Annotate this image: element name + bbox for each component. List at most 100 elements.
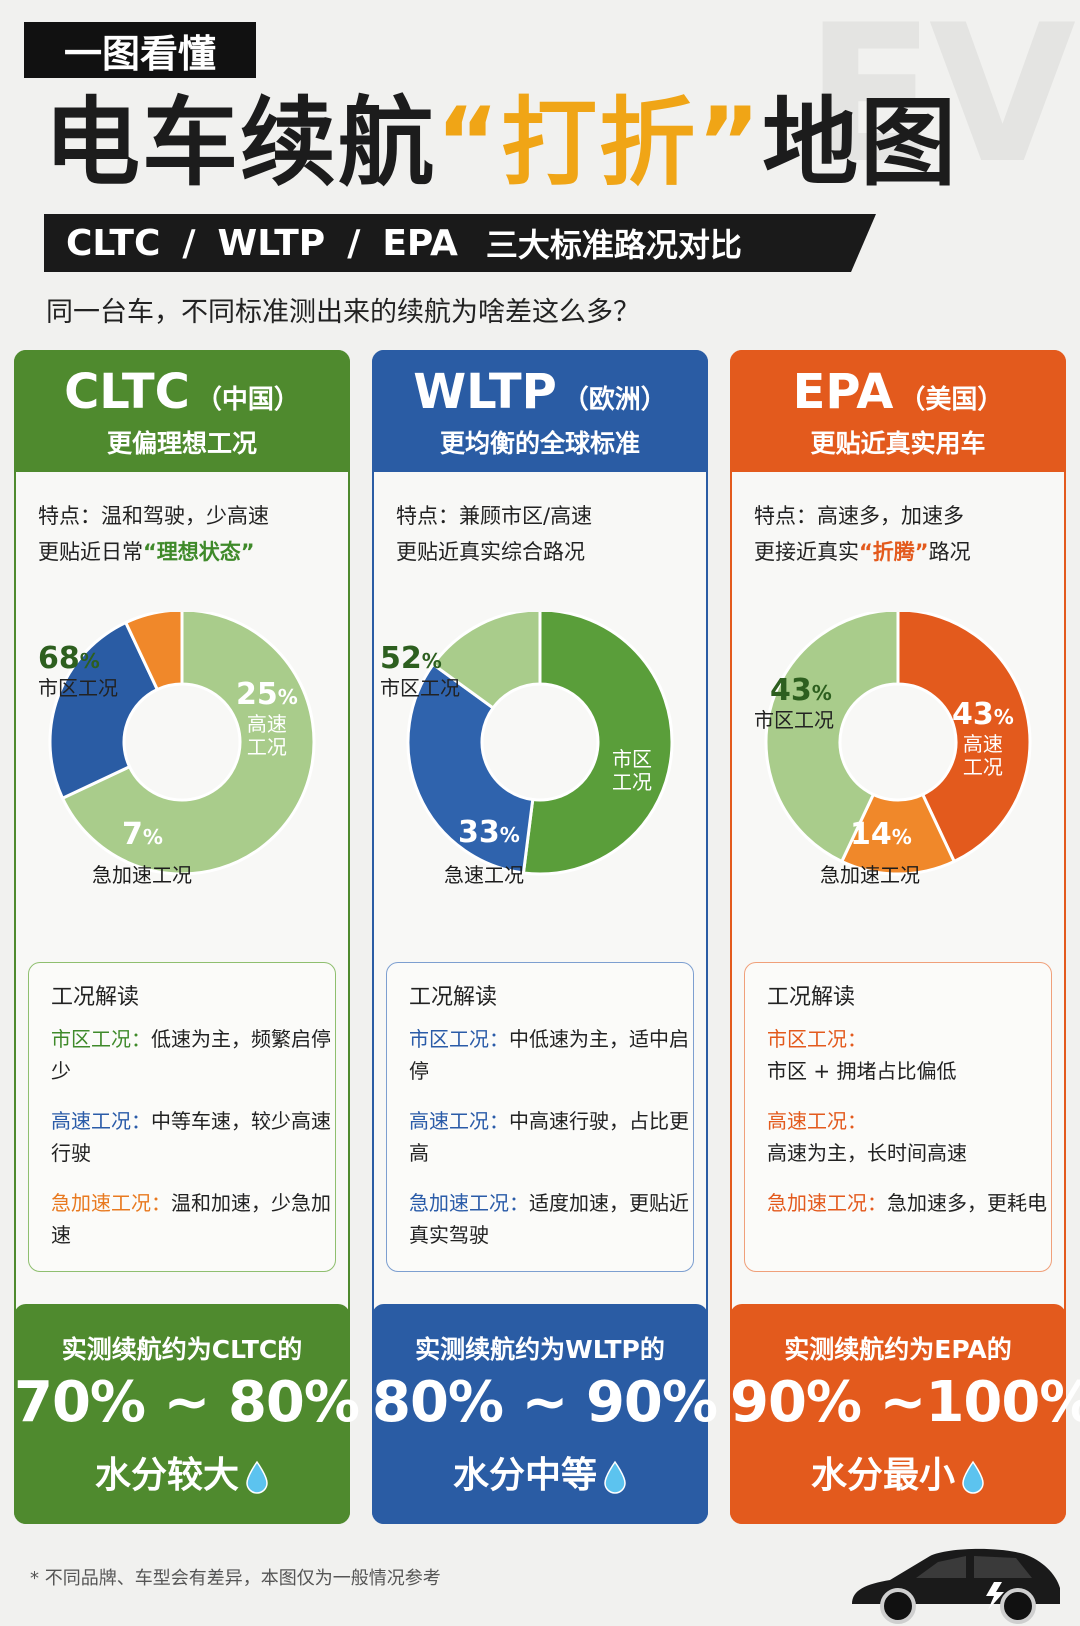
interpretation-value: 高速为主，长时间高速 [767, 1141, 967, 1165]
title-highlight: “打折” [436, 87, 763, 199]
interpretation-value: 温和加速，少急加速 [51, 1191, 331, 1247]
interpretation-box: 工况解读 市区工况： 市区 + 拥堵占比偏低 高速工况： 高速为主，长时间高速 急加… [744, 962, 1052, 1272]
feature-line-2: 更接近真实“折腾”路况 [754, 534, 971, 570]
donut-label: 43% 市区工况 [754, 673, 834, 732]
standard-subtitle: 更均衡的全球标准 [439, 429, 640, 458]
feature-line-2-prefix: 更接近真实 [754, 540, 859, 564]
standard-name: EPA （美国） [730, 364, 1066, 420]
standard-region: （中国） [195, 385, 300, 415]
donut-svg [48, 612, 316, 876]
feature-text: 特点：高速多，加速多 更接近真实“折腾”路况 [754, 498, 971, 570]
subtitle-separator: / [182, 222, 196, 264]
label-name: 市区工况 [380, 675, 460, 700]
subtitle-standard-2: WLTP [217, 222, 326, 264]
donut-slice-2 [123, 612, 184, 692]
donut-chart: 43% 市区工况 43% 高速工况 14% 急加速工况 [730, 612, 1066, 922]
interpretation-key: 高速工况： [767, 1109, 867, 1133]
interpretation-key: 市区工况： [767, 1027, 867, 1051]
donut-chart: 68% 市区工况 25% 高速工况 7% 急加速工况 [14, 612, 350, 922]
donut-label: 33% [458, 815, 520, 851]
donut-label: 68% 市区工况 [38, 641, 118, 700]
interpretation-item: 急加速工况：适度加速，更贴近真实驾驶 [409, 1187, 689, 1251]
donut-label: 7% [122, 817, 163, 853]
interpretation-key: 急加速工况： [51, 1191, 171, 1215]
donut-svg [406, 612, 674, 876]
interpretation-item: 高速工况：中高速行驶，占比更高 [409, 1105, 689, 1169]
label-name: 市区工况 [612, 747, 652, 794]
range-value: 90% ~100% [730, 1370, 1080, 1435]
donut-slice-0 [521, 612, 674, 876]
interpretation-item: 市区工况：低速为主，频繁启停少 [51, 1023, 331, 1087]
feature-quote: “理想状态” [143, 540, 255, 564]
interpretation-title: 工况解读 [767, 985, 856, 1010]
feature-line-2: 更贴近日常“理想状态” [38, 534, 269, 570]
standard-name: CLTC （中国） [14, 364, 350, 420]
interpretation-item: 市区工况： 市区 + 拥堵占比偏低 [767, 1023, 1047, 1087]
donut-slice-0 [896, 612, 1032, 864]
interpretation-value: 急加速多，更耗电 [887, 1191, 1047, 1215]
interpretation-item: 急加速工况：温和加速，少急加速 [51, 1187, 331, 1251]
interpretation-value: 市区 + 拥堵占比偏低 [767, 1059, 957, 1083]
donut-slice-2 [431, 612, 542, 711]
interpretation-value: 中低速为主，适中启停 [409, 1027, 689, 1083]
donut-label: 急加速工况 [820, 864, 920, 887]
column-header: WLTP （欧洲） 更均衡的全球标准 [372, 350, 708, 472]
column-cltc: CLTC （中国） 更偏理想工况 特点：温和驾驶，少高速 更贴近日常“理想状态” … [14, 350, 360, 1524]
range-caption: 实测续航约为WLTP的 [415, 1335, 665, 1364]
range-value: 70% ~ 80% [14, 1370, 360, 1435]
water-drop-icon [962, 1460, 984, 1494]
subtitle-standard-1: CLTC [66, 222, 161, 264]
column-epa: EPA （美国） 更贴近真实用车 特点：高速多，加速多 更接近真实“折腾”路况 4… [730, 350, 1080, 1524]
title-part2: 地图 [762, 87, 959, 199]
interpretation-key: 急加速工况： [767, 1191, 887, 1215]
standard-subtitle: 更贴近真实用车 [810, 429, 986, 458]
water-drop-icon [246, 1460, 268, 1494]
label-pct: 43% [952, 697, 1014, 732]
interpretation-key: 急加速工况： [409, 1191, 529, 1215]
interpretation-value: 中等车速，较少高速行驶 [51, 1109, 331, 1165]
range-caption: 实测续航约为EPA的 [784, 1335, 1012, 1364]
subtitle-separator: / [347, 222, 361, 264]
subtitle-bar: CLTC / WLTP / EPA 三大标准路况对比 [44, 214, 876, 272]
standard-code: CLTC [64, 364, 190, 420]
range-verdict: 水分较大 [14, 1446, 350, 1498]
label-name: 急速工况 [444, 863, 524, 887]
feature-quote: “折腾” [859, 540, 929, 564]
interpretation-key: 高速工况： [51, 1109, 151, 1133]
interpretation-title: 工况解读 [51, 985, 140, 1010]
feature-line-1: 特点：兼顾市区/高速 [396, 504, 593, 528]
watermark: EV [805, 0, 1076, 205]
page-title: 电车续航“打折”地图 [44, 88, 958, 198]
interpretation-item: 市区工况：中低速为主，适中启停 [409, 1023, 689, 1087]
feature-line-2-suffix: 路况 [928, 540, 971, 564]
donut-chart: 52% 市区工况 市区工况 33% 急速工况 [372, 612, 708, 922]
car-icon [852, 1548, 1060, 1624]
interpretation-key: 高速工况： [409, 1109, 509, 1133]
column-header: CLTC （中国） 更偏理想工况 [14, 350, 350, 472]
donut-slice-0 [60, 612, 316, 876]
interpretation-item: 高速工况： 高速为主，长时间高速 [767, 1105, 1047, 1169]
label-name: 市区工况 [754, 707, 834, 732]
range-value: 80% ~ 90% [372, 1370, 718, 1435]
label-pct: 43% [770, 673, 832, 708]
label-name: 高速工况 [962, 731, 1003, 779]
standard-subtitle: 更偏理想工况 [106, 429, 257, 458]
feature-text: 特点：兼顾市区/高速 更贴近真实综合路况 [396, 498, 592, 570]
column-wltp: WLTP （欧洲） 更均衡的全球标准 特点：兼顾市区/高速 更贴近真实综合路况 5… [372, 350, 718, 1524]
feature-text: 特点：温和驾驶，少高速 更贴近日常“理想状态” [38, 498, 269, 570]
column-header: EPA （美国） 更贴近真实用车 [730, 350, 1066, 472]
donut-label: 43% 高速工况 [952, 697, 1014, 779]
water-drop-icon [604, 1460, 626, 1494]
title-part1: 电车续航 [44, 87, 436, 199]
label-name: 市区工况 [38, 675, 118, 700]
subtitle-standard-3: EPA [382, 222, 458, 264]
donut-slice-1 [48, 620, 160, 801]
interpretation-value: 适度加速，更贴近真实驾驶 [409, 1191, 689, 1247]
feature-line-2: 更贴近真实综合路况 [396, 540, 585, 564]
range-summary: 实测续航约为CLTC的 70% ~ 80% 水分较大 [14, 1304, 360, 1524]
label-pct: 7% [122, 817, 163, 852]
donut-label: 25% 高速工况 [236, 677, 298, 759]
standard-region: （欧洲） [562, 385, 667, 415]
label-name: 高速工况 [246, 711, 287, 759]
feature-line-1: 特点：温和驾驶，少高速 [38, 504, 269, 528]
